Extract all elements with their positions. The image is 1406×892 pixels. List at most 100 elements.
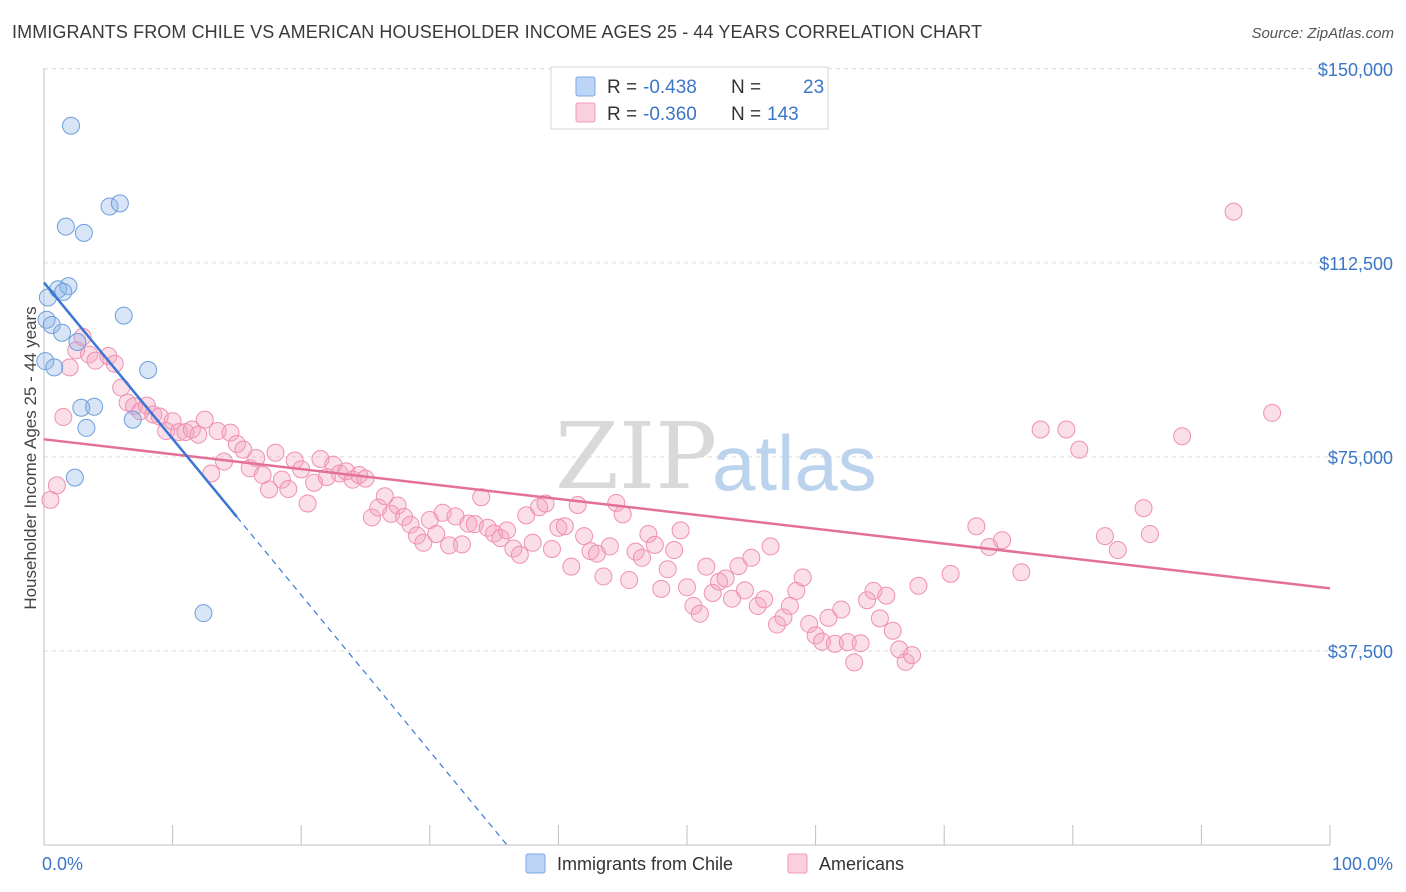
americans-point <box>542 540 561 559</box>
americans-point <box>658 560 677 579</box>
chile-point <box>56 217 75 236</box>
americans-point <box>1095 527 1114 546</box>
americans-point <box>594 567 613 586</box>
x-tick-label-min: 0.0% <box>42 854 83 874</box>
americans-point <box>600 537 619 556</box>
americans-point <box>825 634 844 653</box>
legend-n-label-americans: N = <box>731 104 761 125</box>
grid-lines <box>44 68 1395 652</box>
americans-trend-line <box>43 438 1331 590</box>
americans-point <box>163 412 182 431</box>
americans-point <box>510 545 529 564</box>
y-tick-label-1: $75,000 <box>1328 448 1393 468</box>
americans-point <box>362 508 381 527</box>
y-tick-label-0: $37,500 <box>1328 642 1393 662</box>
americans-point <box>748 596 767 615</box>
series-label-americans: Americans <box>819 854 904 874</box>
americans-point <box>575 527 594 546</box>
chile-point <box>85 397 104 416</box>
americans-point <box>639 525 658 544</box>
americans-point <box>356 469 375 488</box>
americans-point <box>819 608 838 627</box>
americans-point <box>272 470 291 489</box>
chile-point <box>72 398 91 417</box>
americans-point <box>54 408 73 427</box>
americans-point <box>401 515 420 534</box>
correlation-legend: R = -0.438 N = 23 R = -0.360 N = 143 <box>550 66 829 130</box>
chile-point <box>194 604 213 623</box>
legend-swatch-americans <box>575 102 596 123</box>
chile-trend-extension <box>236 516 508 846</box>
americans-point <box>497 521 516 540</box>
americans-point <box>555 517 574 536</box>
watermark-atlas: atlas <box>712 419 877 507</box>
chile-point <box>77 418 96 437</box>
legend-r-value-chile: -0.438 <box>643 77 697 98</box>
americans-point <box>1108 541 1127 560</box>
americans-point <box>613 505 632 524</box>
legend-swatch-chile <box>575 76 596 97</box>
americans-point <box>375 487 394 506</box>
americans-point <box>652 579 671 598</box>
americans-point <box>47 476 66 495</box>
americans-point <box>671 521 690 540</box>
americans-point <box>678 578 696 597</box>
americans-point <box>883 621 902 640</box>
series-swatch-americans <box>787 853 808 874</box>
americans-point <box>260 480 279 499</box>
americans-point <box>388 496 407 515</box>
americans-point <box>742 548 761 567</box>
chile-point <box>65 468 84 487</box>
americans-point <box>1057 420 1076 439</box>
americans-point <box>452 535 471 554</box>
americans-point <box>279 479 298 498</box>
y-tick-label-3: $150,000 <box>1318 60 1393 80</box>
chile-point <box>139 360 158 379</box>
americans-point <box>208 422 227 441</box>
americans-point <box>189 425 208 444</box>
axes <box>43 68 1331 846</box>
americans-point <box>459 514 478 533</box>
americans-point <box>993 531 1012 550</box>
watermark-zip: ZIP <box>555 403 717 510</box>
americans-point <box>877 586 896 605</box>
chile-point <box>74 223 93 242</box>
americans-point <box>941 564 960 583</box>
chile-point <box>123 410 142 429</box>
americans-point <box>1134 499 1153 518</box>
americans-point <box>407 526 426 545</box>
americans-point <box>1263 403 1282 422</box>
legend-r-label-chile: R = <box>607 77 637 98</box>
legend-n-value-americans: 143 <box>767 104 799 125</box>
trend-lines <box>43 281 1331 846</box>
x-tick-labels: 0.0% 100.0% <box>42 854 1393 874</box>
americans-point <box>729 557 748 576</box>
americans-point <box>723 589 742 608</box>
chile-point <box>100 197 119 216</box>
americans-point <box>870 609 889 628</box>
americans-point <box>858 591 877 610</box>
americans-point <box>768 615 787 634</box>
americans-point <box>703 583 722 602</box>
y-axis-label: Householder Income Ages 25 - 44 years <box>21 306 40 609</box>
americans-point <box>755 590 774 609</box>
legend-r-value-americans: -0.360 <box>643 104 697 125</box>
chile-point <box>53 323 72 342</box>
americans-point <box>1224 202 1243 221</box>
x-tick-label-max: 100.0% <box>1332 854 1393 874</box>
americans-point <box>665 541 684 560</box>
americans-point <box>838 633 857 652</box>
americans-point <box>1140 525 1159 544</box>
americans-point <box>1031 420 1050 439</box>
chile-trend-line <box>43 281 238 518</box>
series-legend: Immigrants from Chile Americans <box>525 853 904 874</box>
chile-point <box>54 282 73 301</box>
americans-point <box>735 581 754 600</box>
americans-point <box>832 600 851 619</box>
americans-point <box>1012 563 1031 582</box>
americans-point <box>536 494 555 513</box>
series-label-chile: Immigrants from Chile <box>557 854 733 874</box>
americans-point <box>793 568 812 587</box>
americans-point <box>851 634 870 653</box>
